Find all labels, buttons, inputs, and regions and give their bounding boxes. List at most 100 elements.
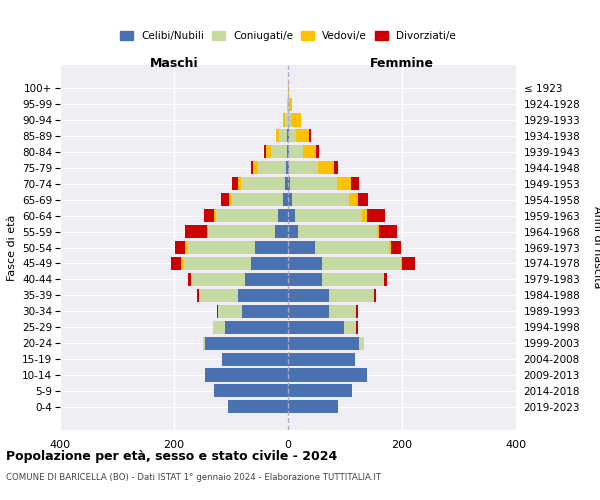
Bar (287, 130, 288, 142)
Bar (334, 162, 338, 174)
Bar (287, 146, 288, 158)
Bar (373, 289, 376, 302)
Bar (185, 225, 207, 238)
Bar (288, 400, 338, 413)
Bar (208, 225, 275, 238)
Bar (197, 289, 199, 302)
Bar (288, 209, 295, 222)
Bar (379, 225, 397, 238)
Bar (288, 193, 292, 206)
Bar (245, 273, 288, 286)
Bar (289, 146, 304, 158)
Bar (358, 193, 368, 206)
Bar (287, 98, 288, 110)
Bar (175, 241, 185, 254)
Bar (187, 241, 255, 254)
Bar (384, 273, 386, 286)
Bar (251, 162, 253, 174)
Bar (402, 257, 415, 270)
Bar (289, 162, 317, 174)
Bar (329, 304, 356, 318)
Text: Maschi: Maschi (149, 57, 199, 70)
Bar (258, 162, 286, 174)
Bar (288, 130, 289, 142)
Bar (377, 225, 379, 238)
Bar (279, 130, 287, 142)
Bar (275, 225, 288, 238)
Bar (285, 114, 288, 126)
Bar (304, 146, 316, 158)
Bar (185, 241, 187, 254)
Bar (317, 162, 334, 174)
Bar (337, 177, 351, 190)
Bar (251, 257, 288, 270)
Bar (316, 146, 319, 158)
Bar (367, 209, 385, 222)
Bar (188, 273, 191, 286)
Bar (271, 146, 287, 158)
Bar (289, 98, 292, 110)
Bar (288, 257, 322, 270)
Bar (288, 177, 290, 190)
Bar (322, 257, 401, 270)
Bar (322, 273, 384, 286)
Bar (171, 257, 181, 270)
Bar (231, 193, 283, 206)
Bar (288, 162, 289, 174)
Bar (283, 193, 288, 206)
Text: COMUNE DI BARICELLA (BO) - Dati ISTAT 1° gennaio 2024 - Elaborazione TUTTITALIA.: COMUNE DI BARICELLA (BO) - Dati ISTAT 1°… (6, 472, 381, 482)
Bar (226, 320, 288, 334)
Bar (356, 304, 358, 318)
Bar (181, 257, 182, 270)
Bar (316, 241, 389, 254)
Bar (401, 257, 402, 270)
Bar (286, 162, 288, 174)
Bar (203, 336, 205, 349)
Bar (351, 177, 359, 190)
Text: Femmine: Femmine (370, 57, 434, 70)
Bar (204, 209, 214, 222)
Bar (295, 209, 362, 222)
Bar (391, 241, 401, 254)
Bar (221, 193, 229, 206)
Bar (205, 336, 288, 349)
Bar (288, 289, 329, 302)
Bar (238, 177, 241, 190)
Bar (182, 257, 251, 270)
Bar (329, 289, 373, 302)
Bar (308, 130, 311, 142)
Bar (276, 130, 279, 142)
Bar (253, 162, 258, 174)
Bar (290, 177, 337, 190)
Bar (291, 114, 301, 126)
Bar (288, 320, 344, 334)
Bar (213, 320, 226, 334)
Bar (296, 130, 308, 142)
Bar (288, 384, 352, 398)
Bar (278, 209, 288, 222)
Bar (232, 177, 238, 190)
Bar (216, 209, 278, 222)
Bar (349, 193, 358, 206)
Bar (288, 241, 316, 254)
Bar (214, 209, 216, 222)
Bar (191, 273, 245, 286)
Bar (288, 352, 355, 366)
Bar (288, 304, 329, 318)
Bar (359, 336, 364, 349)
Bar (298, 225, 377, 238)
Bar (288, 225, 298, 238)
Bar (205, 368, 288, 382)
Bar (207, 225, 208, 238)
Bar (292, 193, 349, 206)
Bar (288, 368, 367, 382)
Text: Popolazione per età, sesso e stato civile - 2024: Popolazione per età, sesso e stato civil… (6, 450, 337, 463)
Bar (288, 98, 289, 110)
Legend: Celibi/Nubili, Coniugati/e, Vedovi/e, Divorziati/e: Celibi/Nubili, Coniugati/e, Vedovi/e, Di… (116, 26, 460, 45)
Bar (283, 114, 285, 126)
Bar (362, 209, 367, 222)
Bar (288, 273, 322, 286)
Bar (344, 320, 356, 334)
Bar (229, 193, 231, 206)
Bar (241, 177, 285, 190)
